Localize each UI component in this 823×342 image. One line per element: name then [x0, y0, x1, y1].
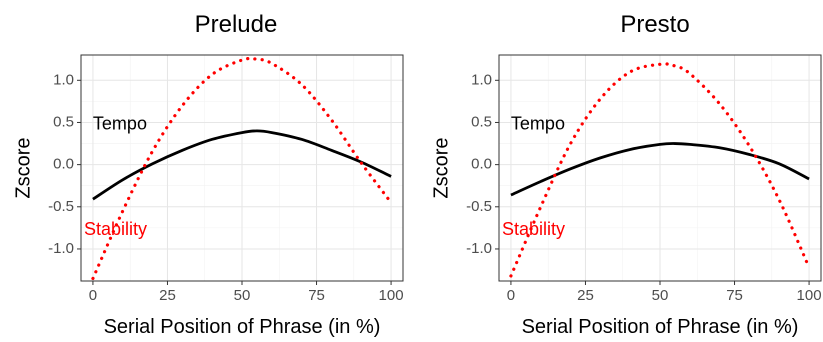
x-axis-label: Serial Position of Phrase (in %)	[104, 316, 381, 337]
x-tick-label: 50	[652, 287, 669, 304]
x-tick-label: 100	[379, 287, 404, 304]
series-line-tempo	[92, 129, 392, 201]
x-tick-label: 0	[507, 287, 515, 304]
panel-0: Tempo Stability 0 25 50 75 100 -1.0 -0.5 0.0 0.5 1.…	[12, 11, 404, 338]
series-line-stability	[509, 62, 811, 278]
chart-title: Presto	[620, 11, 689, 38]
x-tick-label: 75	[726, 287, 743, 304]
y-tick-label: 1.0	[471, 71, 492, 88]
series-label-stability: Stability	[84, 219, 147, 239]
y-axis-label: Zscore	[430, 137, 452, 198]
y-tick-label: 0.5	[53, 113, 74, 130]
x-tick-label: 100	[797, 287, 822, 304]
x-tick-label: 25	[159, 287, 176, 304]
y-tick-label: -0.5	[48, 198, 74, 215]
panel-1: Tempo Stability 0 25 50 75 100 -1.0 -0.5 0.0 0.5 1.…	[430, 11, 822, 338]
series-label-tempo: Tempo	[511, 114, 565, 134]
y-tick-label: -0.5	[466, 198, 492, 215]
y-tick-label: -1.0	[48, 240, 74, 257]
x-axis-label: Serial Position of Phrase (in %)	[522, 316, 799, 337]
series-label-tempo: Tempo	[93, 114, 147, 134]
chart-title: Prelude	[195, 11, 278, 38]
x-tick-label: 75	[308, 287, 325, 304]
x-tick-label: 50	[234, 287, 251, 304]
series-line-tempo	[510, 142, 810, 197]
y-tick-label: 0.0	[53, 156, 74, 173]
y-tick-label: 0.5	[471, 113, 492, 130]
series-label-stability: Stability	[502, 219, 565, 239]
series-line-stability	[91, 56, 393, 281]
y-tick-label: 1.0	[53, 71, 74, 88]
y-tick-label: -1.0	[466, 240, 492, 257]
y-axis-label: Zscore	[12, 137, 34, 198]
x-tick-label: 0	[89, 287, 97, 304]
y-tick-label: 0.0	[471, 156, 492, 173]
x-tick-label: 25	[577, 287, 594, 304]
